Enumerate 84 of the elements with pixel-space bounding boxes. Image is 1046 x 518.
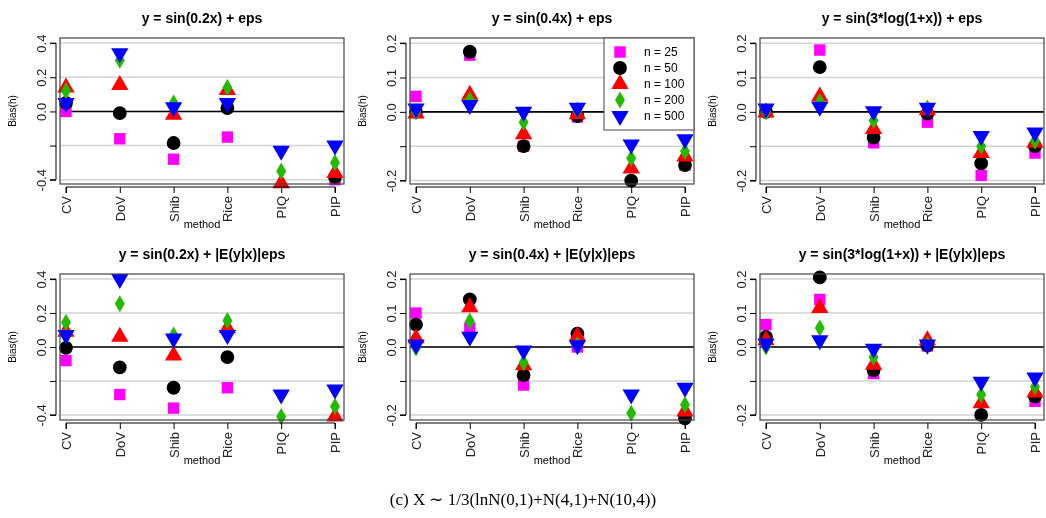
- legend-label: n = 50: [644, 61, 679, 76]
- legend-label: n = 200: [644, 93, 685, 108]
- y-tick-label: 0.1: [734, 68, 749, 88]
- x-tick-label: PIP: [1028, 432, 1044, 453]
- y-tick-label: 0.0: [384, 103, 399, 122]
- x-tick-label: Shib: [516, 432, 532, 459]
- y-tick-label: 0.2: [384, 34, 399, 53]
- legend-label: n = 100: [644, 77, 685, 92]
- y-tick-label: -0.2: [384, 169, 399, 193]
- legend-label: n = 500: [644, 109, 685, 124]
- x-tick-label: PIP: [328, 196, 344, 217]
- y-tick-label: 0.2: [734, 270, 749, 289]
- y-tick-label: -0.2: [734, 404, 749, 427]
- x-tick-label: Shib: [166, 432, 182, 459]
- x-tick-label: CV: [759, 431, 775, 451]
- x-tick-label: PIQ: [624, 432, 640, 455]
- y-tick-label: 0.1: [734, 304, 749, 323]
- y-tick-label: 0.4: [34, 270, 49, 289]
- x-tick-label: Shib: [866, 196, 882, 223]
- chart-title: y = sin(0.4x) + |E(y|x)|eps: [468, 246, 636, 262]
- y-tick-label: -0.4: [34, 169, 49, 192]
- y-tick-label: 0.0: [34, 338, 49, 357]
- x-tick-label: PIP: [1028, 196, 1044, 217]
- x-tick-label: Rice: [570, 432, 586, 459]
- y-axis-title: Bias(h): [707, 95, 718, 127]
- y-tick-label: 0.0: [734, 338, 749, 357]
- x-tick-label: PIP: [328, 432, 344, 453]
- text: (c) X ∼ 1/3(lnN(0,1)+N(4,1)+N(10,4)): [389, 490, 657, 509]
- x-tick-label: Rice: [920, 432, 936, 459]
- y-tick-label: -0.2: [384, 404, 399, 427]
- x-tick-label: DoV: [812, 431, 828, 458]
- x-tick-label: DoV: [112, 195, 128, 222]
- x-axis-title: method: [883, 218, 921, 230]
- y-tick-label: -0.4: [34, 404, 49, 427]
- y-tick-label: 0.1: [384, 304, 399, 323]
- x-tick-label: Rice: [220, 196, 236, 223]
- x-axis-title: method: [183, 218, 221, 230]
- y-axis-title: Bias(h): [7, 331, 18, 363]
- x-tick-label: PIQ: [274, 432, 290, 455]
- y-axis-title: Bias(h): [7, 95, 18, 127]
- x-tick-label: Rice: [220, 432, 236, 459]
- x-tick-label: PIQ: [624, 196, 640, 219]
- y-tick-label: 0.4: [34, 34, 49, 53]
- y-tick-label: 0.2: [734, 34, 749, 53]
- x-tick-label: CV: [409, 431, 425, 451]
- x-tick-label: Rice: [920, 196, 936, 223]
- legend-label: n = 25: [644, 45, 679, 60]
- x-axis-title: method: [183, 454, 221, 466]
- x-tick-label: CV: [759, 195, 775, 215]
- chart-title: y = sin(3*log(1+x)) + |E(y|x)|eps: [798, 246, 1006, 262]
- y-tick-label: 0.0: [384, 338, 399, 357]
- chart-title: y = sin(3*log(1+x)) + eps: [821, 10, 983, 26]
- y-tick-label: 0.2: [384, 270, 399, 289]
- x-tick-label: CV: [59, 195, 75, 215]
- x-axis-title: method: [533, 454, 571, 466]
- x-tick-label: DoV: [112, 431, 128, 458]
- y-tick-label: 0.2: [34, 304, 49, 323]
- x-tick-label: PIQ: [974, 432, 990, 455]
- y-tick-label: -0.2: [734, 169, 749, 193]
- y-tick-label: 0.1: [384, 68, 399, 88]
- x-tick-label: DoV: [462, 195, 478, 222]
- x-axis-title: method: [883, 454, 921, 466]
- chart-title: y = sin(0.2x) + |E(y|x)|eps: [118, 246, 286, 262]
- chart-title: y = sin(0.4x) + eps: [491, 10, 613, 26]
- y-axis-title: Bias(h): [357, 331, 368, 363]
- y-tick-label: 0.2: [34, 68, 49, 87]
- x-axis-title: method: [533, 218, 571, 230]
- x-tick-label: CV: [409, 195, 425, 215]
- x-tick-label: PIP: [678, 432, 694, 453]
- x-tick-label: PIQ: [974, 196, 990, 219]
- x-tick-label: PIP: [678, 196, 694, 217]
- x-tick-label: Shib: [866, 432, 882, 459]
- y-tick-label: 0.0: [34, 102, 49, 121]
- y-axis-title: Bias(h): [357, 95, 368, 127]
- x-tick-label: Shib: [166, 196, 182, 223]
- y-tick-label: 0.0: [734, 103, 749, 122]
- x-tick-label: DoV: [462, 431, 478, 458]
- y-axis-title: Bias(h): [707, 331, 718, 363]
- x-tick-label: Rice: [570, 196, 586, 223]
- x-tick-label: PIQ: [274, 196, 290, 219]
- chart-title: y = sin(0.2x) + eps: [141, 10, 263, 26]
- x-tick-label: Shib: [516, 196, 532, 223]
- x-tick-label: DoV: [812, 195, 828, 222]
- x-tick-label: CV: [59, 431, 75, 451]
